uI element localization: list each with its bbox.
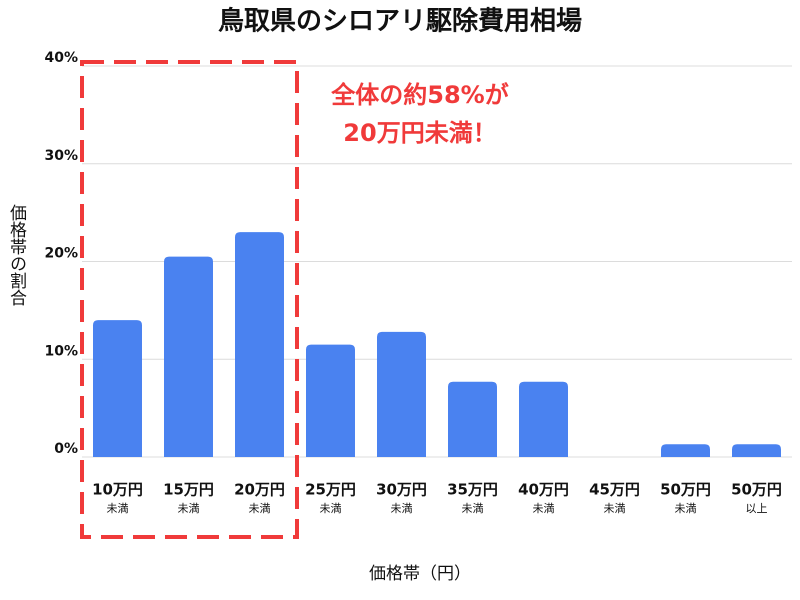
highlight-box <box>80 60 299 539</box>
x-tick-label: 20万円 <box>234 481 285 499</box>
x-tick-label: 50万円 <box>731 481 782 499</box>
bar <box>448 381 497 457</box>
x-tick-note: 未満 <box>391 502 413 515</box>
bar <box>93 320 142 457</box>
x-tick-label: 50万円 <box>660 481 711 499</box>
y-tick-label: 30% <box>44 148 78 164</box>
x-tick-label: 25万円 <box>305 481 356 499</box>
x-tick-note: 未満 <box>320 502 342 515</box>
bar <box>235 232 284 457</box>
x-tick-label: 40万円 <box>518 481 569 499</box>
y-tick-label: 40% <box>44 50 78 66</box>
x-tick-note: 未満 <box>249 502 271 515</box>
x-tick-label: 10万円 <box>92 481 143 499</box>
bar <box>306 344 355 457</box>
x-tick-label: 15万円 <box>163 481 214 499</box>
bar <box>661 444 710 457</box>
chart-title: 鳥取県のシロアリ駆除費用相場 <box>218 6 582 37</box>
x-tick-note: 未満 <box>533 502 555 515</box>
bar <box>519 381 568 457</box>
y-tick-label: 20% <box>44 246 78 262</box>
x-tick-label: 30万円 <box>376 481 427 499</box>
x-tick-label: 45万円 <box>589 481 640 499</box>
x-tick-note: 未満 <box>107 502 129 515</box>
y-tick-label: 0% <box>54 441 78 457</box>
x-tick-note: 未満 <box>604 502 626 515</box>
x-tick-note: 未満 <box>178 502 200 515</box>
y-tick-label: 10% <box>44 343 78 359</box>
bar <box>732 444 781 457</box>
x-axis-label: 価格帯（円） <box>369 564 471 584</box>
bar <box>164 256 213 457</box>
x-tick-note: 未満 <box>462 502 484 515</box>
x-tick-note: 以上 <box>746 502 768 515</box>
annotation-line: 全体の約58%が <box>330 81 508 109</box>
x-tick-note: 未満 <box>675 502 697 515</box>
x-tick-label: 35万円 <box>447 481 498 499</box>
bar <box>377 331 426 457</box>
y-axis-label: 価格帯の割合 <box>6 204 27 306</box>
annotation-line: 20万円未満！ <box>343 119 496 147</box>
